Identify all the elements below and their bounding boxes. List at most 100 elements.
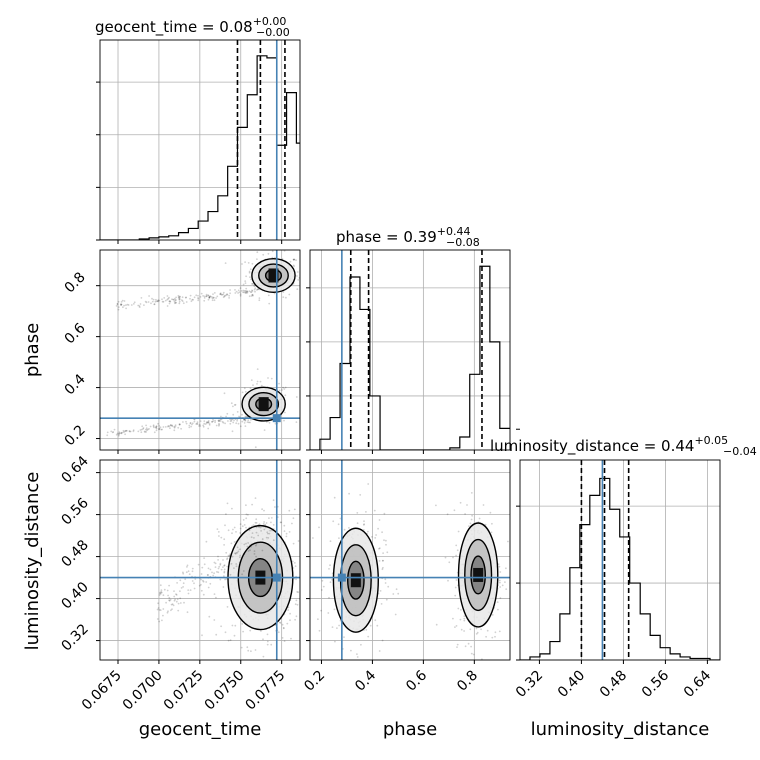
scatter-point	[490, 531, 493, 534]
scatter-point	[169, 300, 172, 303]
scatter-point	[489, 511, 492, 514]
histogram-geocent_time	[100, 55, 300, 240]
scatter-point	[328, 596, 330, 599]
scatter-point	[205, 421, 208, 424]
scatter-point	[162, 608, 165, 610]
scatter-point	[219, 420, 222, 422]
scatter-point	[181, 296, 184, 299]
ytick-label-luminosity_distance: 0.40	[58, 579, 91, 612]
scatter-point	[333, 608, 336, 611]
scatter-point	[256, 258, 258, 261]
scatter-point	[435, 504, 437, 507]
scatter-point	[282, 291, 285, 293]
scatter-point	[268, 517, 270, 519]
scatter-point	[374, 537, 377, 539]
scatter-point	[229, 420, 232, 422]
scatter-point	[201, 634, 203, 637]
density-core	[268, 268, 279, 283]
scatter-point	[219, 578, 222, 581]
scatter-point	[196, 421, 199, 424]
scatter-point	[231, 507, 233, 510]
scatter-point	[216, 295, 219, 298]
scatter-point	[205, 540, 208, 543]
scatter-point	[145, 301, 148, 304]
scatter-point	[216, 528, 219, 530]
scatter-point	[505, 567, 507, 570]
scatter-point	[278, 389, 281, 392]
scatter-point	[204, 423, 207, 425]
scatter-point	[228, 555, 231, 557]
scatter-point	[220, 536, 223, 539]
scatter-point	[230, 419, 233, 422]
scatter-point	[239, 548, 242, 551]
scatter-point	[117, 306, 120, 308]
scatter-point	[243, 524, 246, 526]
scatter-point	[239, 523, 242, 525]
scatter-point	[233, 404, 236, 406]
scatter-point	[227, 639, 230, 642]
scatter-point	[180, 299, 183, 301]
scatter-point	[196, 422, 198, 425]
scatter-point	[266, 531, 269, 534]
scatter-point	[111, 431, 114, 434]
scatter-point	[295, 615, 298, 618]
scatter-point	[137, 430, 140, 433]
scatter-point	[287, 606, 290, 609]
scatter-point	[255, 526, 258, 529]
scatter-point	[194, 578, 197, 580]
scatter-point	[159, 591, 162, 594]
scatter-point	[189, 589, 192, 591]
scatter-point	[302, 565, 304, 567]
scatter-point	[191, 567, 194, 570]
scatter-point	[272, 499, 275, 502]
scatter-point	[459, 618, 462, 621]
scatter-point	[318, 629, 321, 632]
scatter-point	[499, 597, 502, 599]
scatter-point	[215, 424, 218, 427]
scatter-point	[191, 298, 194, 301]
scatter-point	[301, 266, 303, 268]
scatter-point	[132, 430, 135, 433]
scatter-point	[236, 551, 239, 554]
scatter-point	[273, 292, 276, 295]
scatter-point	[250, 543, 253, 546]
scatter-point	[234, 552, 236, 555]
scatter-point	[292, 264, 295, 267]
scatter-point	[246, 291, 249, 294]
scatter-point	[470, 518, 473, 521]
scatter-point	[208, 422, 211, 425]
scatter-point	[468, 525, 470, 527]
scatter-point	[172, 298, 175, 301]
scatter-point	[270, 377, 273, 380]
scatter-point	[460, 609, 462, 611]
scatter-point	[301, 579, 303, 581]
scatter-point	[470, 492, 473, 494]
scatter-point	[227, 529, 230, 532]
scatter-point	[214, 562, 217, 565]
scatter-point	[248, 271, 251, 274]
scatter-point	[127, 304, 130, 306]
scatter-point	[223, 564, 226, 566]
scatter-point	[293, 508, 296, 511]
scatter-point	[272, 524, 275, 526]
scatter-point	[224, 295, 226, 297]
scatter-point	[205, 295, 208, 298]
scatter-point	[331, 578, 333, 581]
scatter-point	[243, 543, 246, 546]
scatter-point	[197, 297, 200, 300]
scatter-point	[166, 589, 169, 592]
scatter-point	[250, 545, 252, 548]
scatter-point	[469, 522, 472, 525]
scatter-point	[178, 297, 181, 300]
scatter-point	[491, 636, 494, 639]
scatter-point	[253, 553, 256, 555]
scatter-point	[228, 294, 231, 297]
scatter-point	[247, 513, 249, 516]
scatter-point	[337, 523, 340, 526]
scatter-point	[244, 290, 247, 292]
scatter-point	[261, 538, 264, 541]
scatter-point	[132, 303, 135, 305]
scatter-point	[456, 549, 459, 552]
scatter-point	[239, 287, 242, 289]
